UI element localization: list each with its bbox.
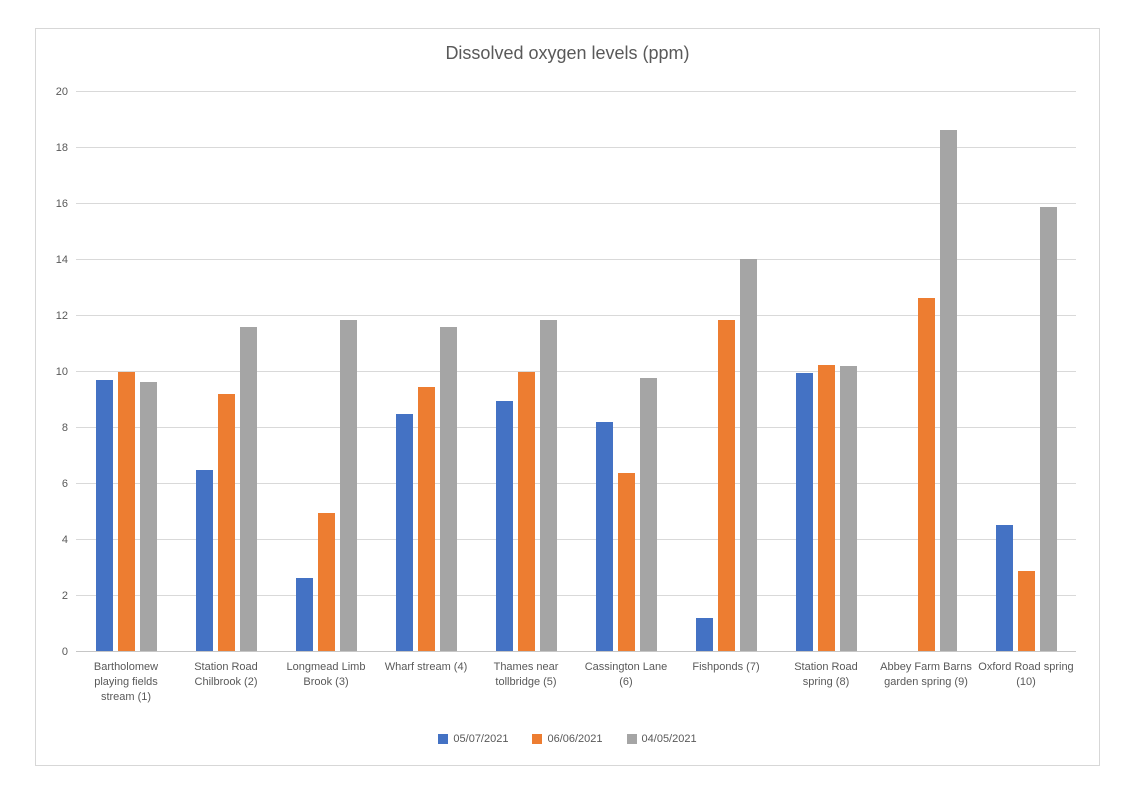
gridline-y6 (76, 483, 1076, 484)
bar-04/05/2021-cat7 (739, 258, 757, 652)
x-axis-line (76, 651, 1076, 652)
bar-group-1 (76, 92, 176, 652)
chart-frame: Dissolved oxygen levels (ppm) 0 2 4 6 8 10 12 1… (35, 28, 1100, 766)
y-tick-label-18: 18 (55, 142, 68, 154)
y-tick-label-2: 2 (61, 590, 68, 602)
legend-label: 04/05/2021 (641, 733, 697, 745)
gridline-y14 (76, 259, 1076, 260)
bar-04/05/2021-cat1 (139, 381, 157, 652)
gridline-y20 (76, 91, 1076, 92)
bar-05/07/2021-cat6 (595, 422, 613, 652)
category-label-7: Fishponds (7) (692, 661, 760, 673)
category-label-4: Wharf stream (4) (384, 661, 468, 673)
y-tick-label-12: 12 (55, 310, 68, 322)
bar-group-9 (876, 92, 976, 652)
bar-group-10 (976, 92, 1076, 652)
bar-05/07/2021-cat2 (195, 470, 213, 652)
category-label-5: Thames near tollbridge (5) (493, 661, 559, 688)
bar-06/06/2021-cat10 (1017, 570, 1035, 652)
y-tick-label-10: 10 (55, 366, 68, 378)
category-label-8: Station Road spring (8) (794, 661, 858, 688)
bar-05/07/2021-cat1 (95, 380, 113, 652)
category-label-6: Cassington Lane (6) (584, 661, 668, 688)
bar-group-3 (276, 92, 376, 652)
bar-group-8 (776, 92, 876, 652)
bar-06/06/2021-cat1 (117, 372, 135, 652)
category-label-3: Longmead Limb Brook (3) (286, 661, 366, 688)
bar-04/05/2021-cat4 (439, 327, 457, 652)
plot-area (76, 91, 1076, 652)
legend-label: 06/06/2021 (547, 733, 603, 745)
y-tick-label-16: 16 (55, 198, 68, 210)
bar-06/06/2021-cat6 (617, 472, 635, 652)
legend-item-04/05/2021: 04/05/2021 (626, 733, 697, 745)
legend: 05/07/2021 06/06/2021 04/05/2021 (36, 733, 1099, 745)
bar-06/06/2021-cat5 (517, 372, 535, 652)
bar-05/07/2021-cat10 (995, 524, 1013, 652)
bar-04/05/2021-cat8 (839, 366, 857, 652)
bars-container (76, 92, 1076, 652)
gridline-y10 (76, 371, 1076, 372)
bar-05/07/2021-cat8 (795, 373, 813, 652)
bar-05/07/2021-cat4 (395, 414, 413, 652)
bar-04/05/2021-cat9 (939, 129, 957, 652)
legend-item-06/06/2021: 06/06/2021 (532, 733, 603, 745)
legend-item-05/07/2021: 05/07/2021 (438, 733, 508, 745)
gridline-y16 (76, 203, 1076, 204)
gridline-y2 (76, 595, 1076, 596)
legend-label: 05/07/2021 (453, 733, 509, 745)
bar-04/05/2021-cat6 (639, 377, 657, 652)
bar-05/07/2021-cat5 (495, 401, 513, 652)
bar-06/06/2021-cat2 (217, 394, 235, 652)
bar-group-7 (676, 92, 776, 652)
y-tick-label-20: 20 (55, 86, 68, 98)
category-label-9: Abbey Farm Barns garden spring (9) (880, 661, 972, 688)
bar-04/05/2021-cat3 (339, 320, 357, 652)
category-label-1: Bartholomew playing fields stream (1) (93, 661, 159, 703)
bar-group-6 (576, 92, 676, 652)
legend-swatch-icon (626, 734, 637, 744)
legend-swatch-icon (532, 734, 543, 744)
bar-04/05/2021-cat2 (239, 327, 257, 652)
bar-05/07/2021-cat7 (695, 618, 713, 652)
bar-04/05/2021-cat10 (1039, 206, 1057, 652)
legend-swatch-icon (438, 734, 449, 744)
y-tick-label-6: 6 (61, 478, 68, 490)
bar-group-5 (476, 92, 576, 652)
bar-06/06/2021-cat4 (417, 387, 435, 652)
bar-group-4 (376, 92, 476, 652)
bar-06/06/2021-cat7 (717, 320, 735, 652)
gridline-y4 (76, 539, 1076, 540)
category-label-10: Oxford Road spring (10) (978, 661, 1074, 688)
chart-title: Dissolved oxygen levels (ppm) (445, 43, 690, 63)
y-axis: 0 2 4 6 8 10 12 14 16 18 20 (36, 86, 68, 658)
bar-06/06/2021-cat3 (317, 513, 335, 652)
bar-04/05/2021-cat5 (539, 320, 557, 652)
gridline-y8 (76, 427, 1076, 428)
category-label-2: Station Road Chilbrook (2) (194, 661, 258, 688)
bar-06/06/2021-cat9 (917, 297, 935, 652)
y-tick-label-14: 14 (55, 254, 68, 266)
y-tick-label-8: 8 (61, 422, 68, 434)
gridline-y12 (76, 315, 1076, 316)
bar-group-2 (176, 92, 276, 652)
bar-05/07/2021-cat3 (295, 577, 313, 652)
bar-06/06/2021-cat8 (817, 365, 835, 652)
category-axis: Bartholomew playing fields stream (1) Sta… (76, 660, 1076, 705)
y-tick-label-4: 4 (61, 534, 68, 546)
y-tick-label-0: 0 (61, 646, 68, 658)
gridline-y18 (76, 147, 1076, 148)
